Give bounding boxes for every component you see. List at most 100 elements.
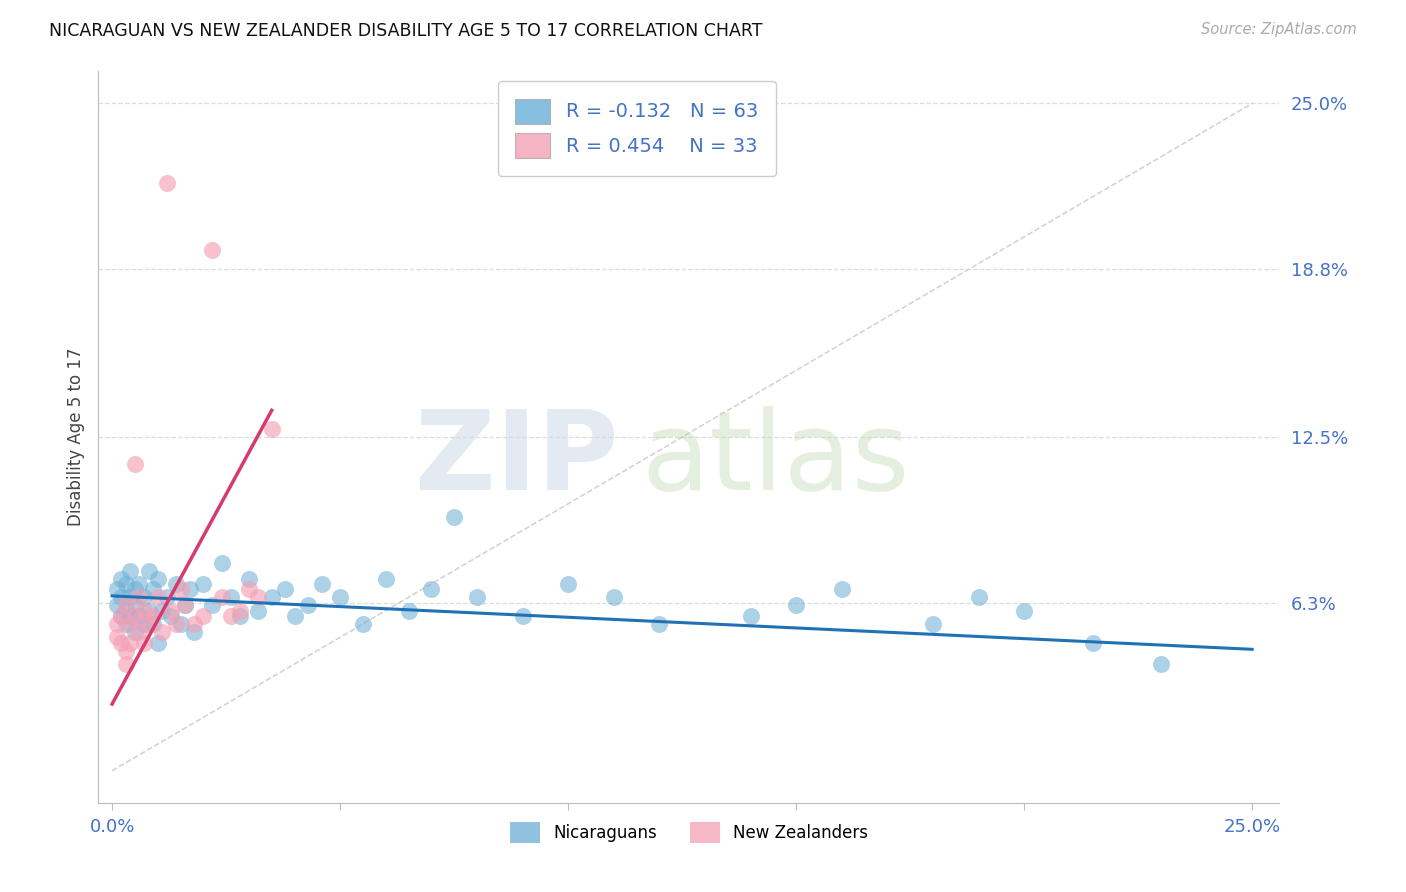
Point <box>105 582 128 597</box>
Point <box>179 582 201 597</box>
Point <box>443 510 465 524</box>
Point <box>229 604 252 618</box>
Point <box>283 609 305 624</box>
Point <box>1012 604 1035 618</box>
Point <box>110 591 132 605</box>
Point <box>512 609 534 624</box>
Point <box>132 591 155 605</box>
Point <box>124 599 146 613</box>
Point <box>352 616 374 631</box>
Point <box>967 591 990 605</box>
Point <box>138 616 160 631</box>
Point <box>132 635 155 649</box>
Point <box>183 616 205 631</box>
Point <box>110 609 132 624</box>
Point <box>602 591 624 605</box>
Point <box>260 591 283 605</box>
Point <box>160 604 183 618</box>
Point <box>169 582 191 597</box>
Point <box>120 609 142 624</box>
Y-axis label: Disability Age 5 to 17: Disability Age 5 to 17 <box>66 348 84 526</box>
Point <box>174 599 197 613</box>
Legend: Nicaraguans, New Zealanders: Nicaraguans, New Zealanders <box>503 815 875 849</box>
Point <box>247 604 270 618</box>
Point <box>120 635 142 649</box>
Point <box>311 577 333 591</box>
Point <box>201 599 224 613</box>
Point <box>160 609 183 624</box>
Point <box>146 591 169 605</box>
Point <box>297 599 319 613</box>
Point <box>110 635 132 649</box>
Point <box>128 609 150 624</box>
Point <box>238 572 260 586</box>
Point <box>831 582 853 597</box>
Point <box>105 616 128 631</box>
Point <box>124 609 146 624</box>
Point <box>329 591 352 605</box>
Point <box>150 624 173 639</box>
Point <box>211 556 233 570</box>
Point <box>142 609 165 624</box>
Point <box>146 635 169 649</box>
Point <box>193 577 215 591</box>
Point <box>557 577 579 591</box>
Point <box>142 616 165 631</box>
Point <box>183 624 205 639</box>
Point <box>128 591 150 605</box>
Point <box>1081 635 1104 649</box>
Point <box>156 591 179 605</box>
Point <box>174 599 197 613</box>
Point <box>114 616 136 631</box>
Point <box>193 609 215 624</box>
Point <box>138 604 160 618</box>
Point <box>374 572 396 586</box>
Point <box>120 591 142 605</box>
Point <box>114 577 136 591</box>
Point <box>398 604 420 618</box>
Point <box>128 577 150 591</box>
Point <box>238 582 260 597</box>
Text: NICARAGUAN VS NEW ZEALANDER DISABILITY AGE 5 TO 17 CORRELATION CHART: NICARAGUAN VS NEW ZEALANDER DISABILITY A… <box>49 22 762 40</box>
Point <box>146 572 169 586</box>
Point <box>114 604 136 618</box>
Point <box>105 599 128 613</box>
Point <box>465 591 488 605</box>
Point <box>247 591 270 605</box>
Point <box>110 572 132 586</box>
Point <box>229 609 252 624</box>
Point <box>156 177 179 191</box>
Point <box>114 599 136 613</box>
Point <box>124 457 146 471</box>
Point <box>219 591 242 605</box>
Point <box>648 616 671 631</box>
Point <box>142 582 165 597</box>
Point <box>105 630 128 644</box>
Point <box>169 616 191 631</box>
Point <box>1150 657 1173 671</box>
Point <box>128 624 150 639</box>
Point <box>110 609 132 624</box>
Point <box>120 564 142 578</box>
Point <box>132 604 155 618</box>
Point <box>124 624 146 639</box>
Text: Source: ZipAtlas.com: Source: ZipAtlas.com <box>1201 22 1357 37</box>
Point <box>165 577 187 591</box>
Point <box>124 582 146 597</box>
Point <box>201 244 224 258</box>
Point <box>132 616 155 631</box>
Point <box>114 657 136 671</box>
Point <box>165 616 187 631</box>
Text: atlas: atlas <box>641 406 910 513</box>
Point <box>260 422 283 436</box>
Point <box>114 643 136 657</box>
Point <box>785 599 807 613</box>
Point <box>138 564 160 578</box>
Point <box>219 609 242 624</box>
Text: ZIP: ZIP <box>415 406 619 513</box>
Point <box>922 616 945 631</box>
Point <box>211 591 233 605</box>
Point <box>150 604 173 618</box>
Point <box>420 582 443 597</box>
Point <box>740 609 762 624</box>
